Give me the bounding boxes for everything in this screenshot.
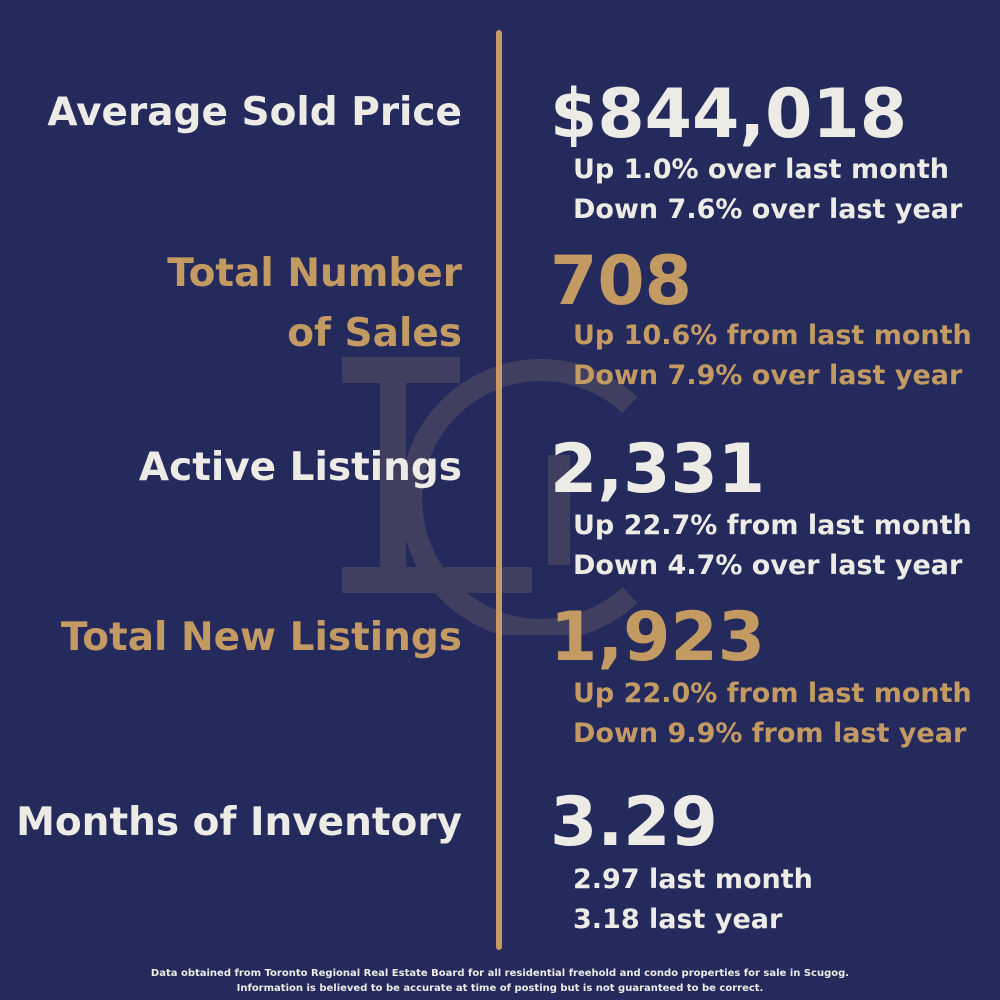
total-new-listings-value: 1,923 bbox=[550, 598, 766, 677]
detail-line: Down 4.7% over last year bbox=[573, 550, 963, 581]
average-sold-price-value: $844,018 bbox=[550, 75, 908, 154]
detail-line: Up 1.0% over last month bbox=[573, 154, 949, 185]
detail-line: Up 22.0% from last month bbox=[573, 678, 972, 709]
active-listings-details: Up 22.7% from last month Down 4.7% over … bbox=[573, 506, 972, 586]
total-sales-label: Total Number of Sales bbox=[167, 244, 462, 364]
label-line: Months of Inventory bbox=[16, 800, 462, 845]
label-line: Active Listings bbox=[138, 445, 462, 490]
label-line: Total New Listings bbox=[60, 615, 462, 660]
label-line: Average Sold Price bbox=[47, 90, 462, 135]
disclaimer-footer: Data obtained from Toronto Regional Real… bbox=[0, 966, 1000, 996]
total-sales-value: 708 bbox=[550, 242, 692, 321]
disclaimer-line: Data obtained from Toronto Regional Real… bbox=[150, 968, 850, 979]
months-of-inventory-value: 3.29 bbox=[550, 783, 718, 862]
total-new-listings-label: Total New Listings bbox=[61, 608, 462, 668]
detail-line: Down 7.9% over last year bbox=[573, 360, 963, 391]
disclaimer-line: Information is believed to be accurate a… bbox=[236, 983, 764, 994]
total-sales-details: Up 10.6% from last month Down 7.9% over … bbox=[573, 316, 972, 396]
detail-line: Down 9.9% from last year bbox=[573, 718, 967, 749]
label-line: of Sales bbox=[287, 311, 462, 356]
detail-line: Up 22.7% from last month bbox=[573, 510, 972, 541]
months-of-inventory-details: 2.97 last month 3.18 last year bbox=[573, 860, 813, 940]
detail-line: 3.18 last year bbox=[573, 904, 783, 935]
vertical-divider bbox=[496, 30, 502, 950]
active-listings-value: 2,331 bbox=[550, 430, 766, 509]
average-sold-price-details: Up 1.0% over last month Down 7.6% over l… bbox=[573, 150, 962, 230]
detail-line: Up 10.6% from last month bbox=[573, 320, 972, 351]
detail-line: Down 7.6% over last year bbox=[573, 194, 963, 225]
average-sold-price-label: Average Sold Price bbox=[47, 83, 462, 143]
months-of-inventory-label: Months of Inventory bbox=[16, 793, 462, 853]
detail-line: 2.97 last month bbox=[573, 864, 813, 895]
label-line: Total Number bbox=[167, 251, 462, 296]
active-listings-label: Active Listings bbox=[139, 438, 462, 498]
total-new-listings-details: Up 22.0% from last month Down 9.9% from … bbox=[573, 674, 972, 754]
